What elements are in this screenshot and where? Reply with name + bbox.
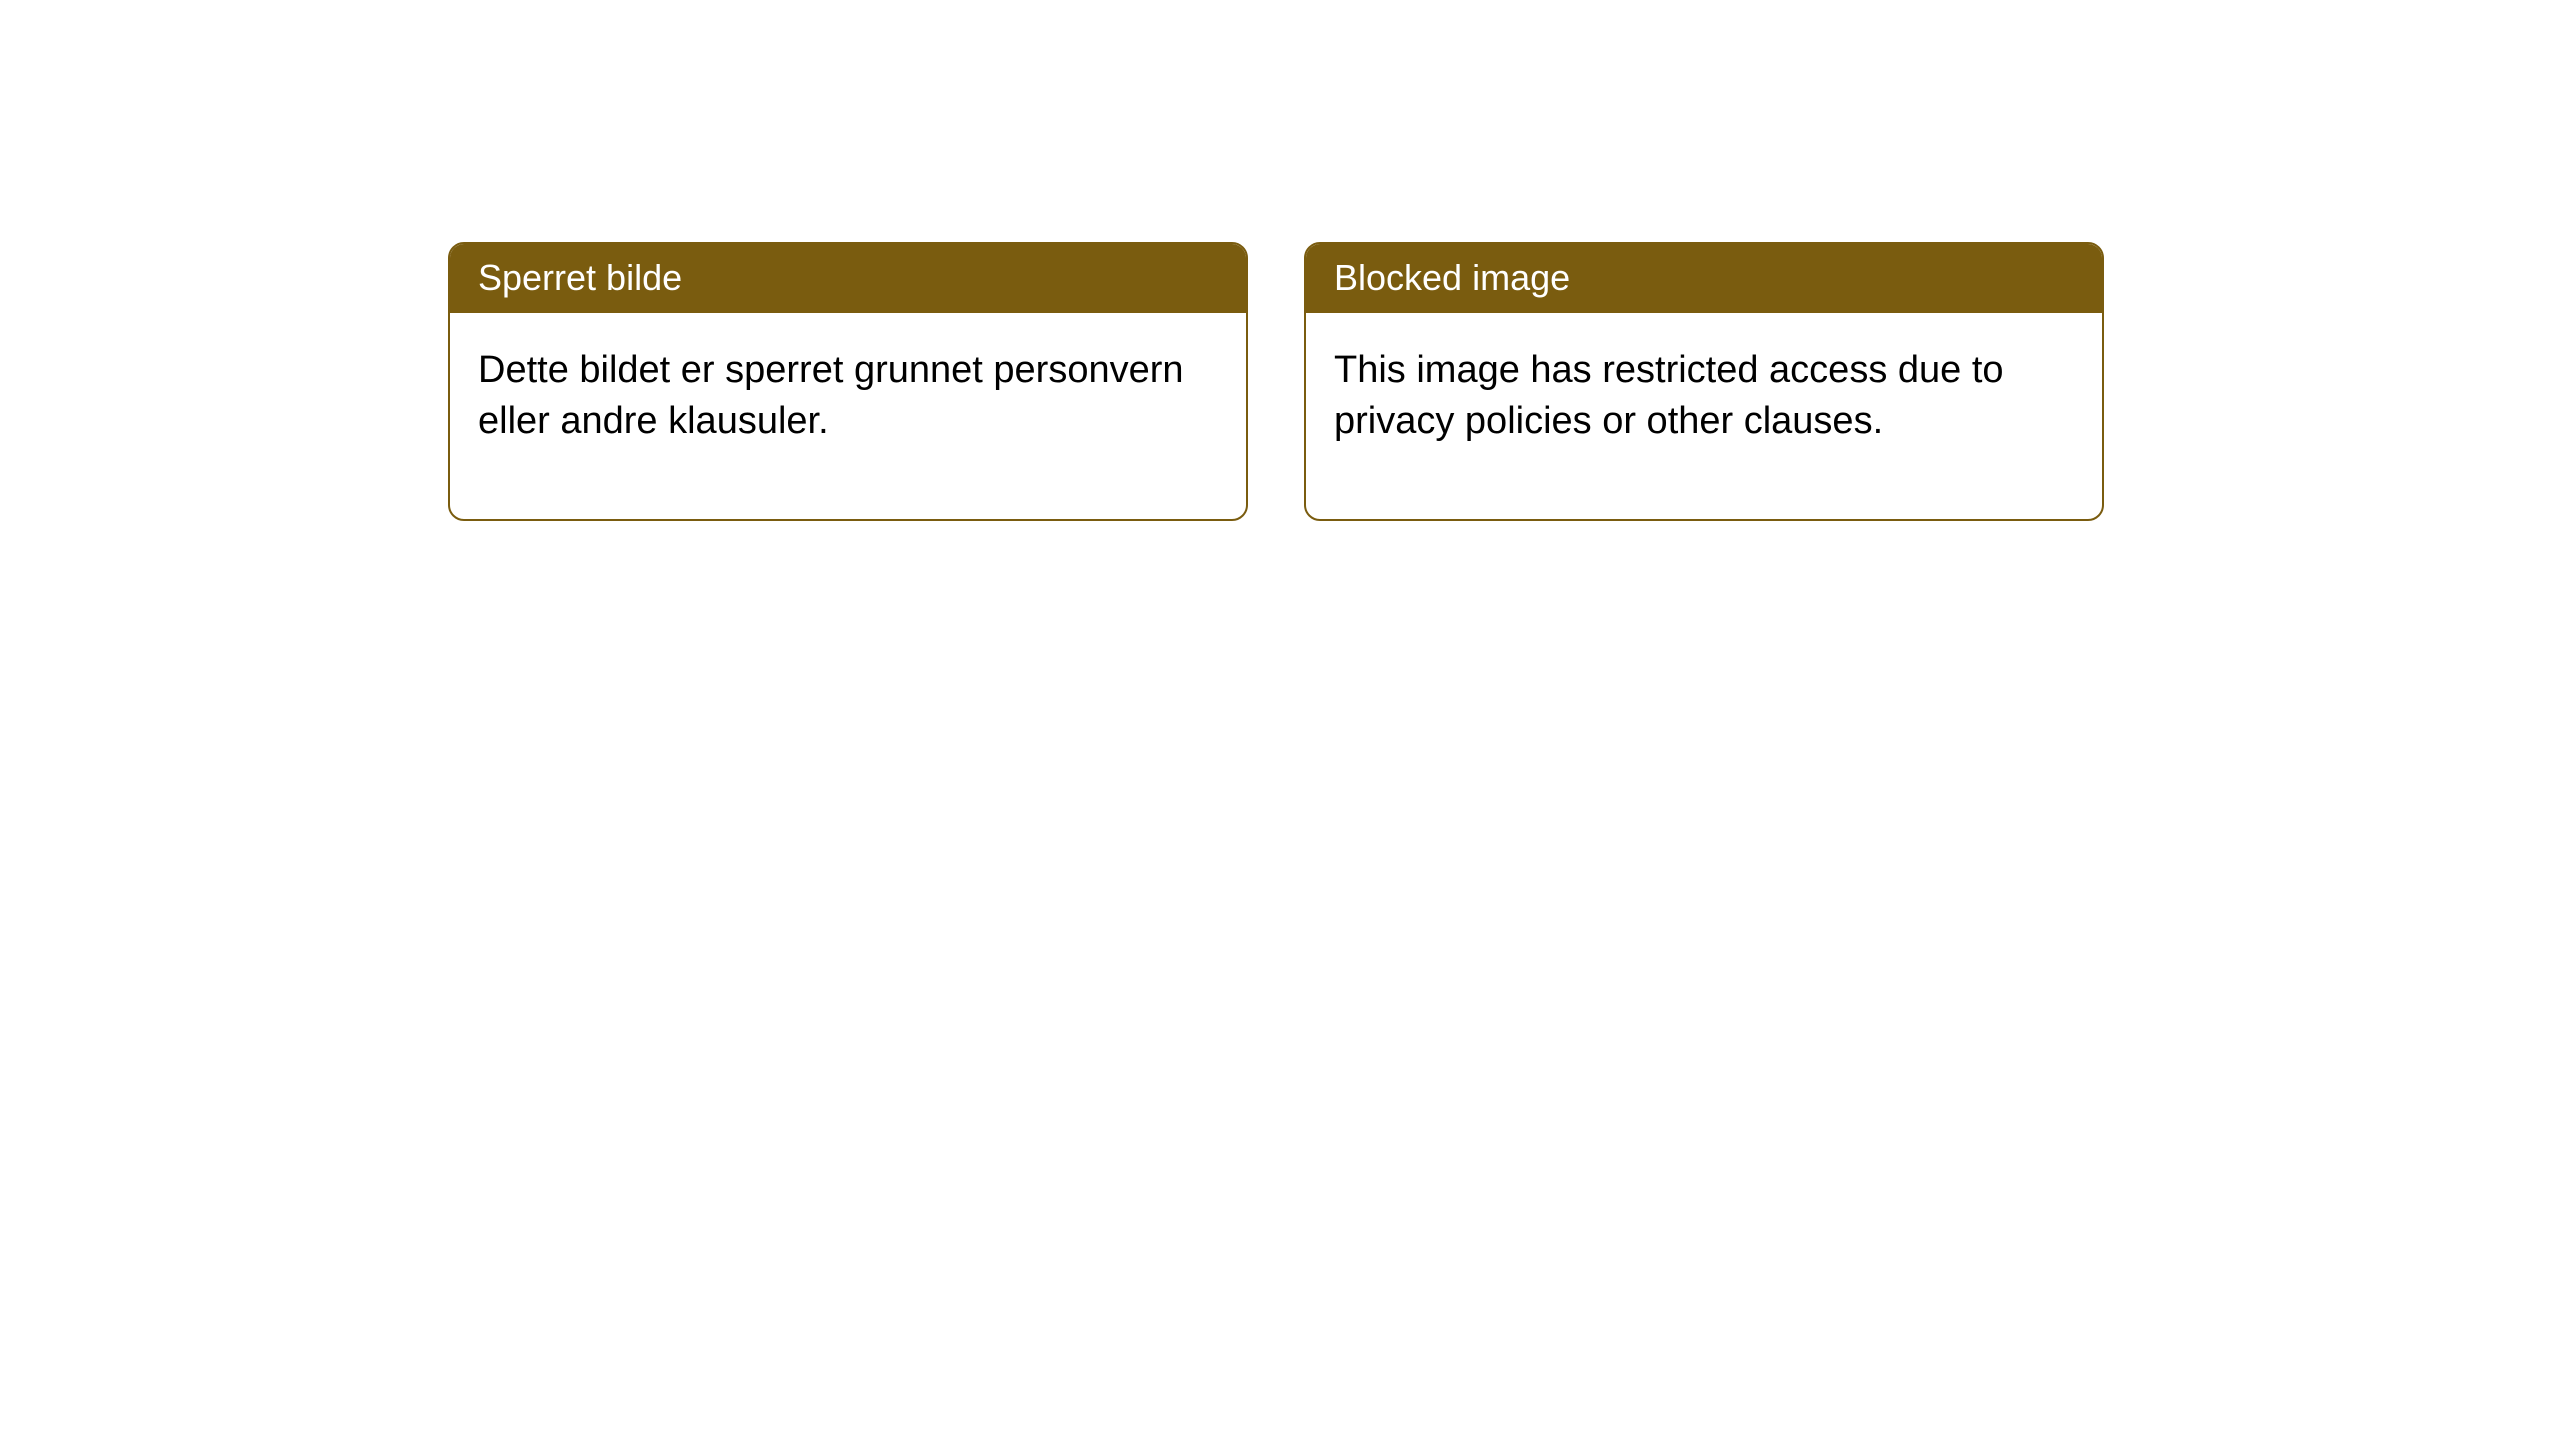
blocked-card-english: Blocked image This image has restricted … (1304, 242, 2104, 521)
notice-container: Sperret bilde Dette bildet er sperret gr… (448, 242, 2104, 521)
card-header-english: Blocked image (1306, 244, 2102, 313)
card-body-norwegian: Dette bildet er sperret grunnet personve… (450, 313, 1246, 520)
card-body-english: This image has restricted access due to … (1306, 313, 2102, 520)
card-header-norwegian: Sperret bilde (450, 244, 1246, 313)
blocked-card-norwegian: Sperret bilde Dette bildet er sperret gr… (448, 242, 1248, 521)
